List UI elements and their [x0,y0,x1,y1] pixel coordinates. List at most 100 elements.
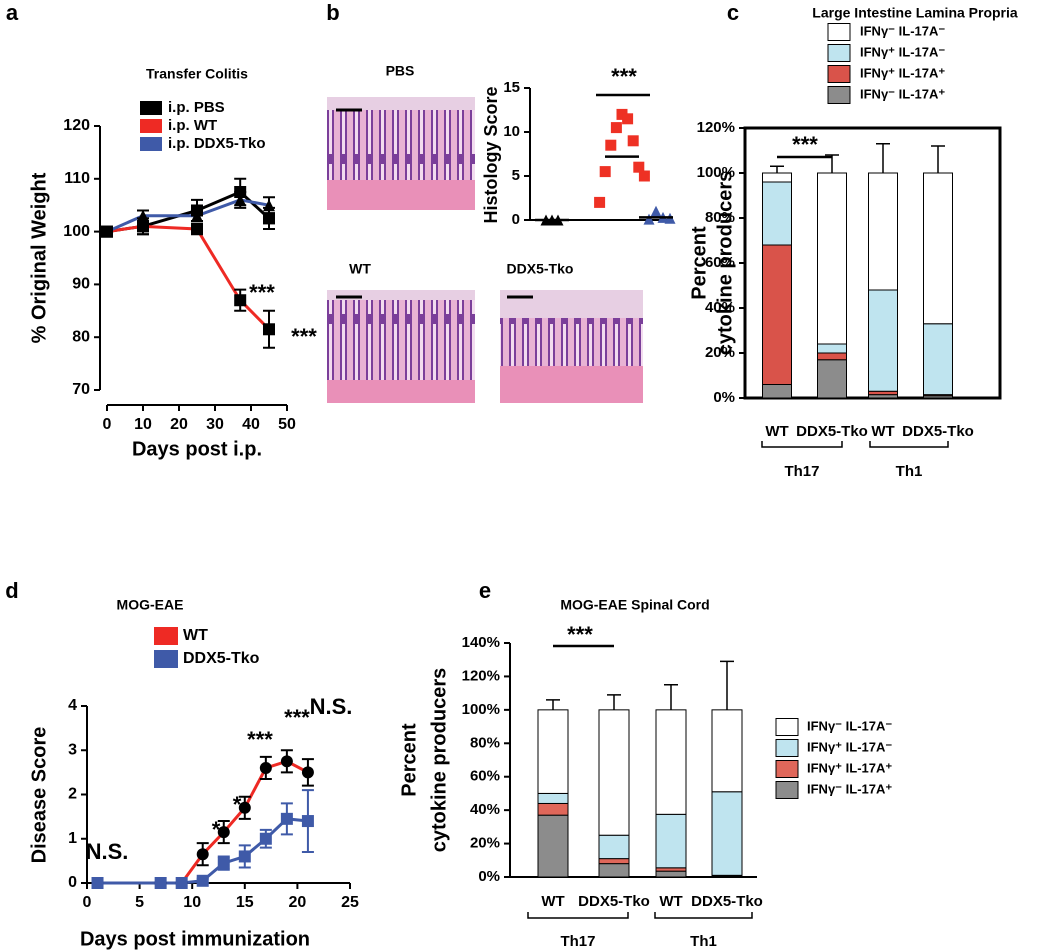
legend-label: IFNγ⁺ IL-17A⁻ [860,44,945,59]
bar-segment [598,709,630,836]
marker [238,801,251,814]
y-axis-label: cytokine producers [714,171,736,356]
legend-label: IFNγ⁺ IL-17A⁺ [807,760,892,775]
error-bar [720,660,734,710]
legend-label: IFNγ⁺ IL-17A⁺ [860,65,945,80]
group-bracket [527,912,629,919]
x-tick-label: 15 [236,894,254,911]
marker [638,170,650,182]
y-tick-label: 1 [68,830,77,847]
bar-segment [762,172,792,183]
x-tick-label: 50 [278,416,296,433]
y-axis-label: % Original Weight [28,172,50,343]
marker [196,874,209,887]
marker [101,225,113,238]
legend-label: IFNγ⁺ IL-17A⁻ [807,739,892,754]
marker [599,166,611,178]
legend-label: DDX5-Tko [183,650,260,667]
y-tick-label: 0% [478,868,500,885]
error-bar [931,145,945,173]
marker [238,850,251,863]
error-bar [876,143,890,173]
y-tick-label: 60% [470,768,500,785]
marker [280,812,293,825]
legend-label: IFNγ⁻ IL-17A⁻ [860,23,945,38]
legend-label: i.p. PBS [168,99,225,116]
bar-segment [537,709,569,794]
y-tick-label: 3 [68,741,77,758]
image-label: DDX5-Tko [507,261,574,277]
bar-segment [711,791,743,876]
x-tick-label: 20 [170,416,188,433]
marker [259,832,272,845]
annotation: *** [611,64,637,89]
error-bar [607,694,621,710]
chart-title: MOG-EAE [117,597,184,613]
annotation: *** [247,727,273,752]
marker [616,108,628,120]
series-line [106,224,271,331]
x-tick-label: WT [765,423,788,440]
bar-segment [537,802,569,816]
marker [137,220,149,233]
x-tick-label: WT [659,893,682,910]
annotation: * [212,817,221,842]
x-tick-label: 10 [134,416,152,433]
bar-segment [655,813,687,869]
group-label: Th1 [690,933,717,950]
annotation: N.S. [310,694,353,719]
legend-label: IFNγ⁻ IL-17A⁻ [807,718,892,733]
x-tick-label: DDX5-Tko [902,423,974,440]
bar-segment [868,390,898,396]
y-tick-label: 0 [512,211,520,228]
bar-segment [655,867,687,872]
marker [263,199,275,212]
marker [263,323,275,336]
marker [610,122,622,134]
marker [234,294,247,307]
marker [280,755,293,768]
marker [594,196,606,208]
marker [191,222,203,235]
y-tick-label: 100 [63,223,90,240]
legend-swatch [140,101,162,115]
y-axis-label: cytokine producers [428,668,450,853]
y-tick-label: 100% [697,164,735,181]
y-tick-label: 80 [72,328,90,345]
legend-swatch [775,739,799,757]
x-tick-label: 20 [289,894,307,911]
y-axis-label: Disease Score [28,727,50,864]
panel-letter: e [479,578,491,603]
y-tick-label: 4 [68,697,77,714]
legend-label: i.p. WT [168,117,217,134]
bar-segment [537,814,569,878]
y-tick-label: 2 [68,786,77,803]
bar-segment [923,172,953,325]
x-tick-label: 25 [341,894,359,911]
x-tick-label: 40 [242,416,260,433]
legend-swatch [140,137,162,151]
legend-swatch [775,718,799,736]
y-tick-label: 15 [503,79,520,96]
y-tick-label: 100% [462,701,500,718]
y-tick-label: 120 [63,117,90,134]
bar-segment [923,323,953,396]
legend-swatch [154,650,178,668]
annotation: N.S. [86,839,129,864]
annotation: * [233,792,242,817]
marker [154,877,167,889]
panel-letter: d [5,578,18,603]
marker [627,135,639,147]
x-tick-label: WT [871,423,894,440]
annotation: *** [567,622,593,647]
marker [137,209,149,222]
marker [633,161,645,173]
annotation: *** [291,324,317,349]
y-tick-label: 5 [512,167,520,184]
y-tick-label: 120% [462,667,500,684]
bar-segment [868,394,898,399]
y-tick-label: 20% [705,344,735,361]
annotation: *** [284,705,310,730]
y-axis-label: Percent [688,226,710,300]
